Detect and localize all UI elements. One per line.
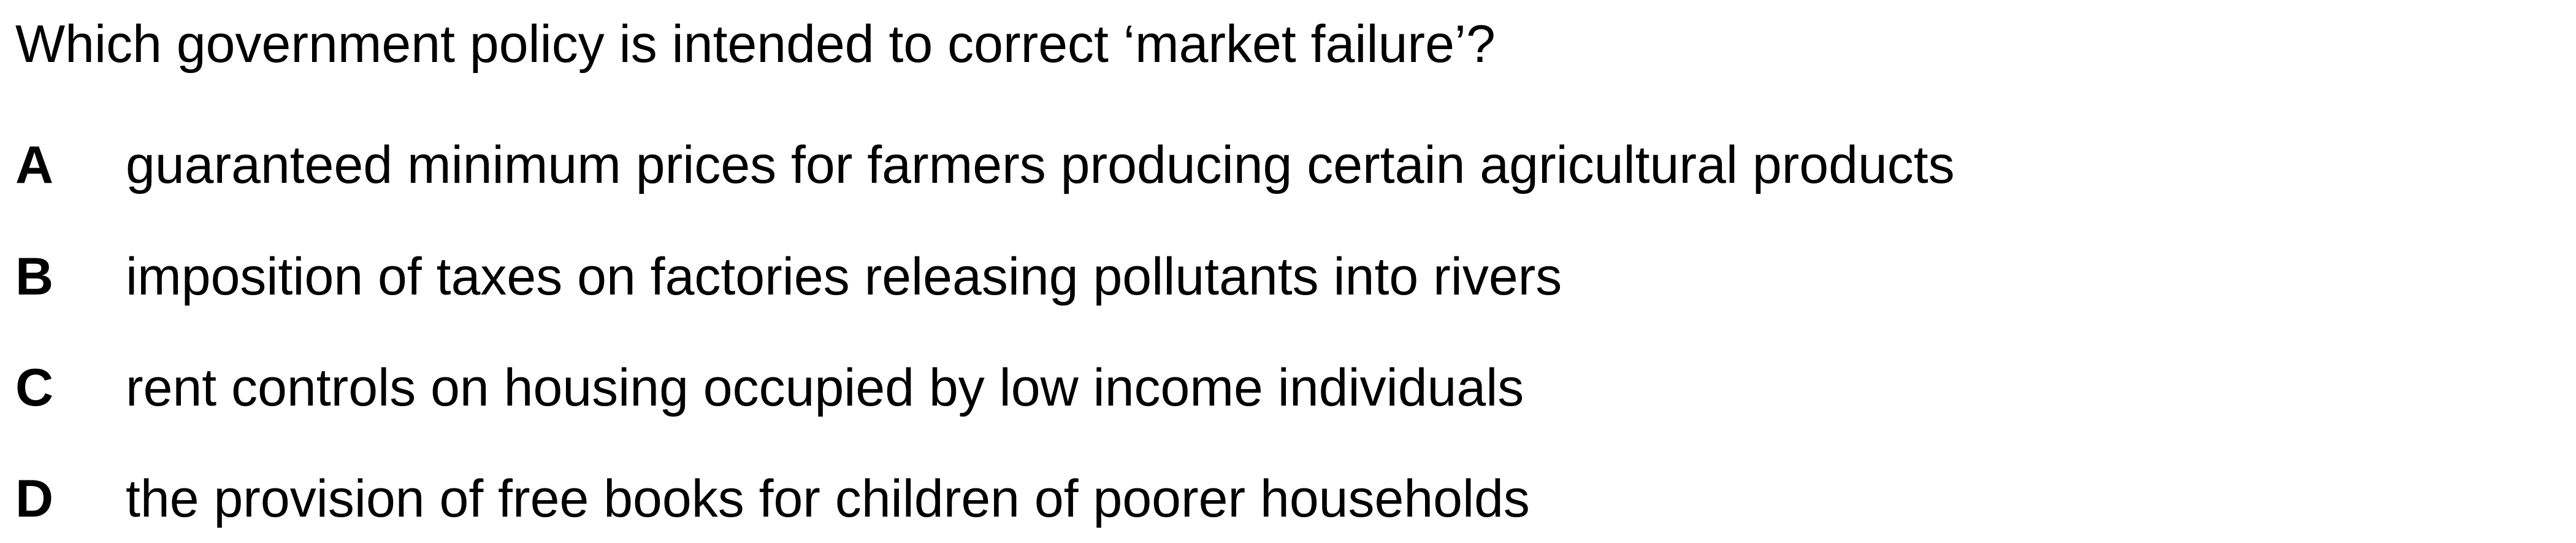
option-letter: B <box>15 247 54 306</box>
question-text: Which government policy is intended to c… <box>15 15 1496 74</box>
option-text: guaranteed minimum prices for farmers pr… <box>126 135 1955 194</box>
option-a: A guaranteed minimum prices for farmers … <box>15 131 1955 199</box>
option-text: the provision of free books for children… <box>126 469 1530 528</box>
option-c: C rent controls on housing occupied by l… <box>15 354 1524 422</box>
option-text: imposition of taxes on factories releasi… <box>126 247 1562 306</box>
option-letter: C <box>15 358 54 417</box>
option-letter: A <box>15 135 54 194</box>
option-text: rent controls on housing occupied by low… <box>126 358 1524 417</box>
option-b: B imposition of taxes on factories relea… <box>15 243 1562 310</box>
option-letter: D <box>15 469 54 528</box>
option-d: D the provision of free books for childr… <box>15 465 1530 533</box>
